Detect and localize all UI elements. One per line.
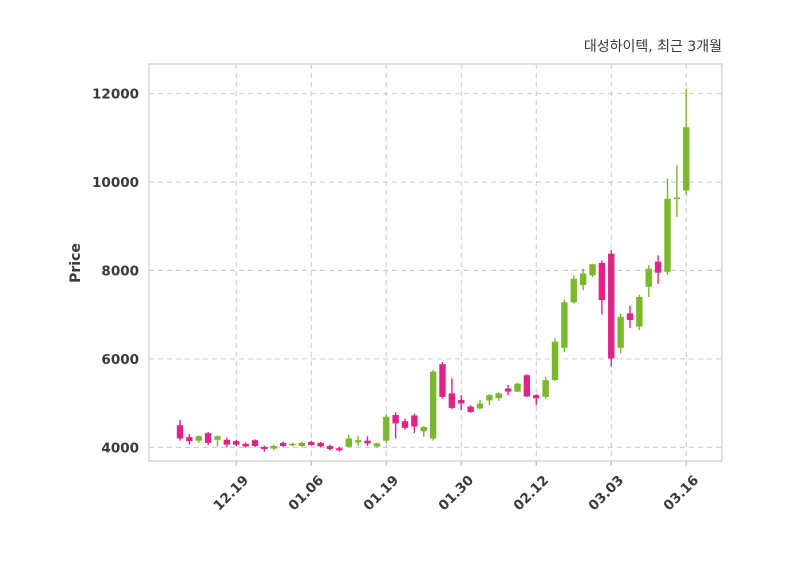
candle-body-down	[204, 433, 212, 443]
candle-body-down	[308, 441, 315, 446]
y-tick-label: 10000	[92, 175, 139, 191]
candle-body-up	[383, 416, 390, 441]
chart-title: 대성하이텍, 최근 3개월	[584, 39, 722, 55]
candle-body-down	[448, 393, 456, 408]
candle-body-down	[242, 443, 249, 447]
candle-body-up	[683, 127, 690, 191]
candle-body-down	[317, 442, 324, 447]
candle-body-up	[570, 278, 577, 303]
candle-body-down	[654, 261, 662, 273]
candle-body-up	[561, 302, 568, 348]
x-tick-label: 02.12	[511, 473, 553, 515]
candle-body-down	[458, 399, 465, 404]
candle-body-down	[364, 440, 371, 444]
candle-body-down	[608, 253, 615, 359]
x-tick-label: 01.30	[436, 473, 478, 515]
x-tick-label: 03.16	[661, 473, 703, 515]
candle-body-up	[673, 197, 681, 200]
y-tick-label: 8000	[101, 263, 139, 279]
candle-body-up	[542, 380, 549, 397]
candle-body-down	[223, 439, 231, 445]
candle-body-down	[467, 406, 474, 412]
candle-body-up	[429, 371, 437, 439]
candle-body-up	[298, 442, 306, 446]
candle-body-up	[420, 426, 427, 432]
candle-body-down	[261, 446, 268, 450]
candle-body-up	[551, 341, 559, 381]
x-tick-label: 01.06	[286, 473, 328, 515]
y-tick-label: 4000	[101, 440, 139, 456]
candle-body-up	[589, 264, 596, 276]
candle-body-down	[326, 445, 334, 450]
candle-body-up	[664, 198, 671, 272]
candle-body-down	[533, 395, 540, 399]
candle-body-up	[495, 393, 502, 399]
candle-body-down	[186, 437, 193, 442]
candle-body-up	[195, 436, 202, 441]
candle-body-down	[279, 442, 287, 446]
candle-body-down	[411, 415, 418, 427]
candle-body-down	[439, 364, 446, 397]
candle-body-up	[354, 440, 362, 443]
candle-body-down	[401, 421, 409, 428]
candle-body-up	[514, 383, 521, 392]
candle-body-up	[214, 436, 221, 440]
candle-body-up	[476, 403, 484, 409]
candle-body-up	[270, 445, 277, 449]
candle-body-down	[176, 425, 184, 439]
candle-body-down	[504, 388, 512, 392]
candle-body-up	[373, 443, 381, 447]
candle-body-down	[233, 441, 240, 445]
candle-body-up	[486, 395, 493, 401]
candle-body-up	[345, 438, 352, 447]
candle-body-down	[598, 262, 606, 301]
x-tick-label: 03.03	[586, 473, 628, 515]
candle-body-down	[626, 313, 634, 320]
plot-border	[148, 63, 723, 462]
candle-body-up	[636, 296, 643, 327]
candle-body-up	[617, 316, 624, 348]
x-tick-label: 01.19	[361, 473, 403, 515]
candle-body-down	[392, 415, 399, 424]
candle-body-down	[336, 448, 343, 451]
candle-body-down	[523, 375, 531, 397]
candle-body-down	[251, 440, 259, 446]
candle-body-up	[289, 443, 296, 446]
y-axis-label: Price	[68, 243, 84, 283]
y-tick-label: 6000	[101, 352, 139, 368]
candle-body-up	[645, 268, 652, 287]
candle-body-up	[579, 273, 587, 286]
x-tick-label: 12.19	[211, 473, 253, 515]
y-tick-label: 12000	[92, 87, 139, 103]
